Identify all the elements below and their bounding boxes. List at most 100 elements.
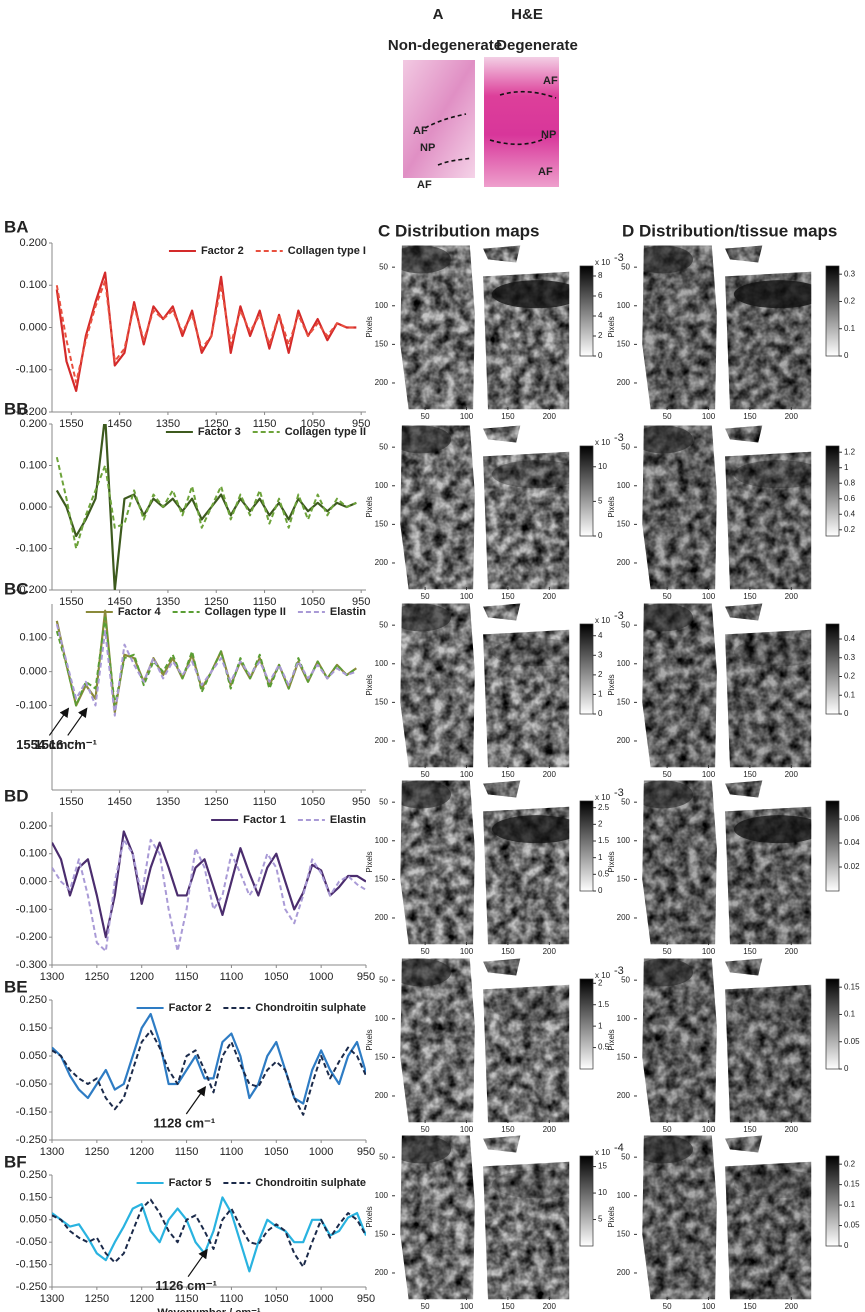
colorbar xyxy=(825,978,840,1070)
map-y-tick-label: 200 xyxy=(617,558,631,567)
colorbar-exponent: -3 xyxy=(614,965,624,977)
colorbar-tick-label: 0.8 xyxy=(844,478,856,487)
colorbar xyxy=(825,1155,840,1247)
map-x-tick-label: 100 xyxy=(460,1125,474,1134)
map-y-tick-label: 150 xyxy=(375,697,389,706)
map-y-tick-label: 150 xyxy=(375,1229,389,1238)
colorbar-tick-label: 4 xyxy=(598,631,603,640)
colorbar-scale: x 10 xyxy=(595,971,611,980)
x-tick-label: 1300 xyxy=(40,971,64,983)
map-y-tick-label: 100 xyxy=(375,836,389,845)
y-tick-label: 0.150 xyxy=(19,1022,47,1034)
map-x-tick-label: 200 xyxy=(543,1125,557,1134)
colorbar-exponent: -4 xyxy=(614,1142,624,1154)
tissue-photo xyxy=(403,60,475,178)
x-tick-label: 950 xyxy=(352,418,370,430)
y-tick-label: 0.050 xyxy=(19,1214,47,1226)
series-line xyxy=(52,1012,366,1105)
map-x-tick-label: 200 xyxy=(785,1125,799,1134)
y-tick-label: 0.200 xyxy=(19,237,47,249)
annotation-arrow xyxy=(185,1086,206,1115)
y-tick-label: 0.000 xyxy=(19,501,47,513)
map-dark-region xyxy=(642,780,693,809)
map-y-tick-label: 50 xyxy=(621,442,630,451)
colorbar-exponent: -3 xyxy=(614,432,624,444)
series-line xyxy=(52,838,366,953)
map-x-tick-label: 150 xyxy=(501,1302,515,1311)
legend-label: Factor 1 xyxy=(243,814,286,826)
map-x-tick-label: 200 xyxy=(543,947,557,956)
map-y-tick-label: 200 xyxy=(617,913,631,922)
x-tick-label: 1350 xyxy=(156,418,180,430)
y-tick-label: 0.000 xyxy=(19,321,47,333)
colorbar-tick-label: 0.1 xyxy=(844,1200,856,1209)
x-tick-label: 1200 xyxy=(129,1293,153,1305)
x-tick-label: 950 xyxy=(352,796,370,808)
colorbar-tick-label: 0.2 xyxy=(844,297,856,306)
colorbar-tick-label: 0 xyxy=(844,351,849,360)
colorbar-tick-label: 0.5 xyxy=(598,869,610,878)
colorbar-tick-label: 0.1 xyxy=(844,690,856,699)
colorbar-tick-label: 0 xyxy=(844,1064,849,1073)
x-tick-label: 1150 xyxy=(175,971,199,983)
x-tick-label: 1050 xyxy=(264,1293,288,1305)
region-label: AF xyxy=(538,166,553,178)
map-x-tick-label: 150 xyxy=(743,947,757,956)
map-x-tick-label: 100 xyxy=(460,412,474,421)
y-tick-label: -0.100 xyxy=(16,699,47,711)
y-tick-label: 0.200 xyxy=(19,418,47,430)
map-y-axis-title: Pixels xyxy=(607,496,616,517)
map-y-tick-label: 200 xyxy=(617,378,631,387)
colorbar-tick-label: 0.15 xyxy=(844,1180,860,1189)
map-panel: 50 50 100 100 150 150 200 200 Pixels 0 0.05 0.1 0.15 xyxy=(607,958,860,1134)
annotation-arrow xyxy=(187,1248,208,1278)
map-x-tick-label: 200 xyxy=(543,770,557,779)
y-tick-label: -0.150 xyxy=(16,1259,47,1271)
x-tick-label: 1250 xyxy=(204,418,228,430)
series-line xyxy=(52,1196,366,1273)
map-dark-region xyxy=(491,638,570,667)
colorbar-tick-label: 0 xyxy=(844,709,849,718)
x-tick-label: 950 xyxy=(357,971,375,983)
y-tick-label: 0.250 xyxy=(19,994,47,1006)
legend-label: Factor 5 xyxy=(169,1177,212,1189)
series-line xyxy=(55,280,357,384)
colorbar-tick-label: 0 xyxy=(598,351,603,360)
legend-label: Factor 4 xyxy=(118,606,162,618)
colorbar-tick-label: 0.1 xyxy=(844,324,856,333)
map-y-tick-label: 200 xyxy=(375,378,389,387)
map-panel: 50 50 100 100 150 150 200 200 Pixels 0 5 10 x 10 -3 xyxy=(365,425,624,601)
map-x-tick-label: 50 xyxy=(421,1302,430,1311)
map-panel: 50 50 100 100 150 150 200 200 Pixels 0 2 4 6 8 x 10 -3 xyxy=(365,245,624,421)
group-label: Non-degenerate xyxy=(388,37,502,54)
legend-label: Collagen type II xyxy=(285,426,366,438)
map-y-tick-label: 150 xyxy=(617,1052,631,1061)
map-y-tick-label: 50 xyxy=(621,975,630,984)
map-x-tick-label: 100 xyxy=(702,1125,716,1134)
column-title: D Distribution/tissue maps xyxy=(622,221,837,240)
x-tick-label: 1200 xyxy=(129,1146,153,1158)
colorbar xyxy=(579,978,594,1070)
map-y-tick-label: 50 xyxy=(379,975,388,984)
map-dark-region xyxy=(491,460,570,489)
colorbar-tick-label: 6 xyxy=(598,291,603,300)
series-line xyxy=(52,1029,366,1116)
map-x-tick-label: 150 xyxy=(743,412,757,421)
colorbar-tick-label: 0 xyxy=(844,1241,849,1250)
chart-title: BB xyxy=(4,399,29,418)
map-y-tick-label: 200 xyxy=(617,1268,631,1277)
colorbar-tick-label: 10 xyxy=(598,462,607,471)
map-x-tick-label: 100 xyxy=(702,947,716,956)
map-x-tick-label: 50 xyxy=(663,1302,672,1311)
map-y-tick-label: 100 xyxy=(375,1014,389,1023)
map-dark-region xyxy=(491,815,570,844)
x-tick-label: 1200 xyxy=(129,971,153,983)
map-x-tick-label: 100 xyxy=(460,770,474,779)
colorbar-tick-label: 1 xyxy=(598,690,603,699)
colorbar-scale: x 10 xyxy=(595,438,611,447)
colorbar-tick-label: 3 xyxy=(598,650,603,659)
colorbar-tick-label: 0 xyxy=(598,531,603,540)
map-panel: 5050100100150150200200PixelsPixels00.050… xyxy=(607,1135,860,1311)
